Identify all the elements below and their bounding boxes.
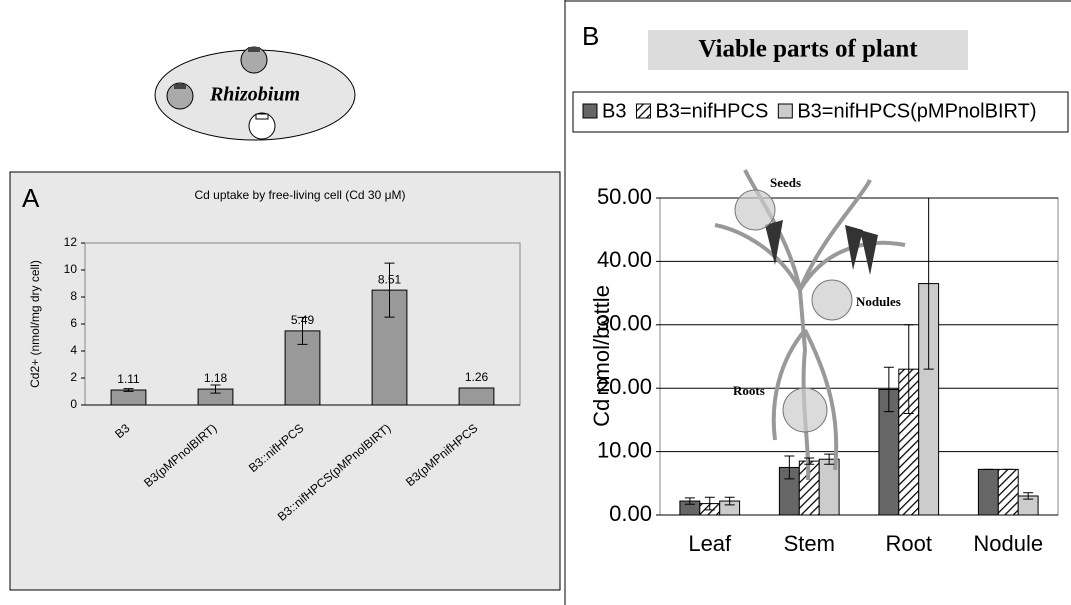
value-label: 1.26 [465,370,489,384]
y-tick-label: 10 [64,262,78,276]
annotation: Seeds [770,175,801,190]
legend-swatch [636,104,650,118]
y-tick-label: 0 [70,397,77,411]
x-tick-label: Stem [784,531,835,556]
chart-title: Cd uptake by free-living cell (Cd 30 μM) [195,188,406,202]
bar [459,388,494,405]
y-tick-label: 50.00 [597,184,652,209]
y-tick-label: 0.00 [609,501,652,526]
y-tick-label: 8 [70,289,77,303]
x-tick-label: Nodule [973,531,1043,556]
y-axis-label: Cd2+ (nmol/mg dry cell) [28,260,42,388]
annotation: Roots [733,383,765,398]
organelle-mark [256,114,268,119]
bar [998,469,1018,515]
x-tick-label: Root [886,531,932,556]
value-label: 1.18 [204,371,228,385]
annotation: Nodules [856,294,901,309]
value-label: 8.51 [378,272,402,286]
legend-label: B3=nifHPCS(pMPnolBIRT) [797,100,1036,122]
bar [111,390,146,405]
y-tick-label: 40.00 [597,247,652,272]
y-tick-label: 6 [70,316,77,330]
y-tick-label: 20.00 [597,374,652,399]
bar [978,469,998,515]
value-label: 5.49 [291,313,315,327]
y-tick-label: 2 [70,370,77,384]
y-tick-label: 10.00 [597,437,652,462]
organelle-mark [248,47,260,52]
x-tick-label: Leaf [688,531,732,556]
y-tick-label: 4 [70,343,77,357]
figure: Rhizobium A Cd uptake by free-living cel… [0,0,1071,605]
legend-swatch [778,104,792,118]
y-tick-label: 12 [64,235,78,249]
panel-label: B [582,21,599,51]
legend-label: B3 [602,100,626,122]
y-axis-label: Cd nmol/bottle [589,285,614,427]
y-tick-label: 30.00 [597,311,652,336]
cell-label: Rhizobium [209,84,300,106]
panel-label: A [22,183,40,213]
page: Rhizobium A Cd uptake by free-living cel… [0,0,1071,605]
legend-label: B3=nifHPCS [655,100,768,122]
organelle-mark [174,84,186,89]
value-label: 1.11 [117,372,140,386]
chart-title: Viable parts of plant [698,36,918,63]
legend-swatch [583,104,597,118]
